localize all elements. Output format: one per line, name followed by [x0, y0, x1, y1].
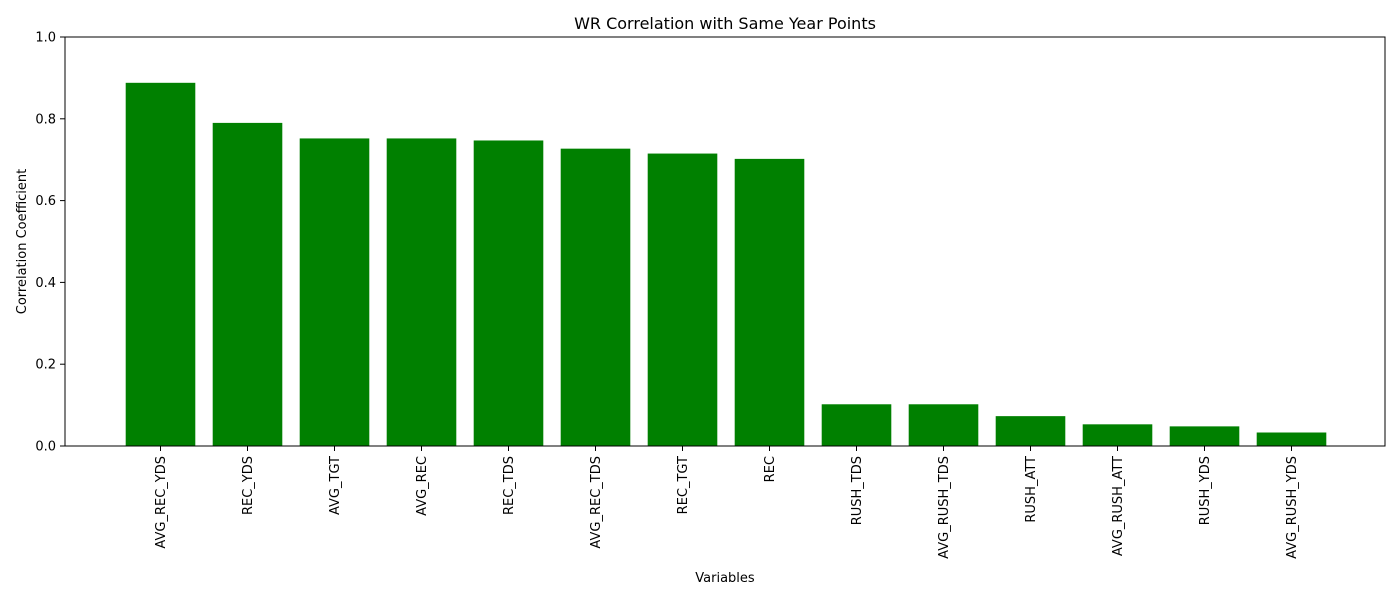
y-tick-label: 0.2: [35, 358, 56, 373]
bar-avg-rush-yds: [1256, 432, 1327, 446]
x-tick-label: REC: [763, 456, 778, 482]
x-tick-label: REC_TDS: [502, 456, 517, 515]
x-axis: AVG_REC_YDS REC_YDS AVG_TGT AVG_REC REC_TDS A…: [154, 446, 1300, 559]
x-tick-label: RUSH_YDS: [1198, 456, 1213, 525]
y-tick-label: 0.0: [35, 440, 56, 455]
x-tick-label: AVG_RUSH_TDS: [937, 456, 952, 559]
plot-area-frame: [64, 36, 1386, 447]
bar-rec-tgt: [647, 153, 718, 446]
bar-avg-tgt: [299, 138, 370, 446]
y-axis: 0.0 0.2 0.4 0.6 0.8 1.0: [35, 31, 65, 455]
bar-rec-tds: [473, 140, 544, 447]
bar-avg-rec-tds: [560, 148, 631, 446]
x-tick-label: AVG_REC_YDS: [154, 456, 169, 549]
x-tick-label: AVG_REC: [415, 456, 430, 516]
x-tick-label: RUSH_TDS: [850, 456, 865, 525]
bar-rush-tds: [821, 404, 892, 446]
y-tick-label: 1.0: [35, 31, 56, 46]
bar-avg-rec-yds: [125, 82, 196, 446]
bar-rush-yds: [1169, 426, 1240, 446]
bars-layer: [125, 82, 1327, 447]
x-axis-title: Variables: [695, 571, 755, 586]
chart-title: WR Correlation with Same Year Points: [574, 14, 876, 33]
bar-avg-rec: [386, 138, 457, 446]
bar-rush-att: [995, 416, 1066, 446]
x-tick-label: AVG_REC_TDS: [589, 456, 604, 549]
y-axis-title: Correlation Coefficient: [15, 169, 30, 315]
x-tick-label: REC_TGT: [676, 456, 691, 514]
bar-avg-rush-tds: [908, 404, 979, 446]
x-tick-label: AVG_RUSH_YDS: [1285, 456, 1300, 559]
x-tick-label: REC_YDS: [241, 456, 256, 515]
x-tick-label: AVG_TGT: [328, 456, 343, 515]
y-tick-label: 0.8: [35, 112, 56, 127]
y-tick-label: 0.6: [35, 194, 56, 209]
y-tick-label: 0.4: [35, 276, 56, 291]
bar-avg-rush-att: [1082, 424, 1153, 446]
bar-rec-yds: [212, 122, 283, 446]
bar-rec: [734, 158, 805, 446]
x-tick-label: RUSH_ATT: [1024, 456, 1039, 523]
x-tick-label: AVG_RUSH_ATT: [1111, 456, 1126, 556]
